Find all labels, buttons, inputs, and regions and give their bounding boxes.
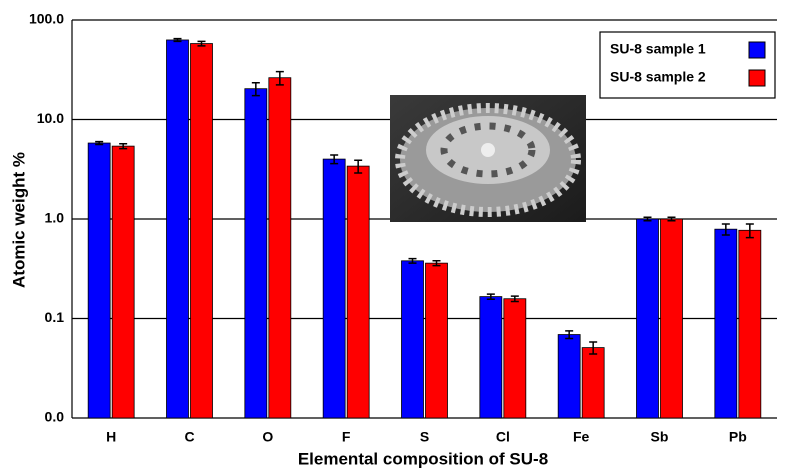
x-tick-label: Fe xyxy=(573,429,590,445)
bar xyxy=(191,44,213,418)
bar xyxy=(402,261,424,418)
legend-label: SU-8 sample 2 xyxy=(610,69,706,85)
x-tick-label: Sb xyxy=(651,429,669,445)
bar xyxy=(558,335,580,418)
x-tick-label: S xyxy=(420,429,429,445)
y-tick-label: 0.0 xyxy=(45,409,65,425)
bar xyxy=(88,143,110,418)
x-tick-label: O xyxy=(262,429,273,445)
bar xyxy=(347,166,369,418)
legend-swatch xyxy=(749,42,765,58)
bar xyxy=(661,219,683,418)
bar xyxy=(480,297,502,418)
chart: 0.0 0.1 1.0 10.0 100.0 H C O F S Cl Fe Sb Pb Atomic w… xyxy=(0,0,789,471)
bar xyxy=(112,146,134,418)
bar xyxy=(715,229,737,418)
bar xyxy=(582,348,604,418)
bar xyxy=(269,78,291,418)
bar xyxy=(739,230,761,418)
x-tick-label: F xyxy=(342,429,351,445)
y-tick-label: 100.0 xyxy=(29,11,64,27)
y-tick-label: 0.1 xyxy=(45,309,65,325)
bar xyxy=(245,89,267,418)
x-tick-label: Pb xyxy=(729,429,747,445)
bar xyxy=(167,40,189,418)
x-axis-title: Elemental composition of SU-8 xyxy=(298,449,548,468)
x-tick-label: H xyxy=(106,429,116,445)
y-axis-title: Atomic weight % xyxy=(9,152,28,288)
x-tick-label: Cl xyxy=(496,429,510,445)
inset-image xyxy=(390,95,586,235)
x-tick-label: C xyxy=(184,429,194,445)
bar xyxy=(637,219,659,418)
bar xyxy=(426,263,448,418)
bar xyxy=(504,299,526,418)
bar xyxy=(323,159,345,418)
legend-swatch xyxy=(749,70,765,86)
y-tick-label: 1.0 xyxy=(45,210,65,226)
legend-label: SU-8 sample 1 xyxy=(610,41,706,57)
y-tick-label: 10.0 xyxy=(37,110,64,126)
